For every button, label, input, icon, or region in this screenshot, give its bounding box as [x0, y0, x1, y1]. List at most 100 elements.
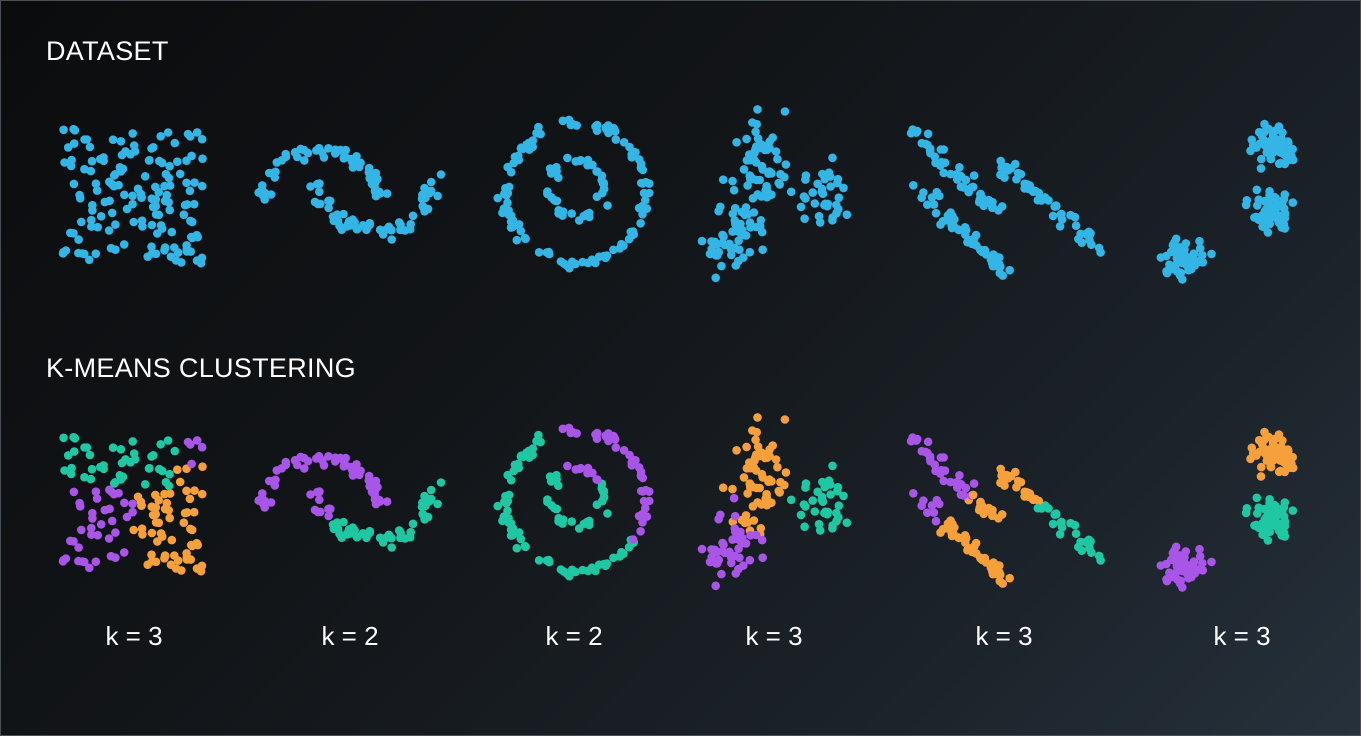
- data-point: [182, 247, 192, 256]
- data-point: [162, 498, 172, 508]
- data-point: [516, 534, 526, 544]
- data-point: [739, 473, 749, 482]
- data-point: [839, 491, 848, 501]
- data-point: [750, 148, 759, 157]
- data-point: [499, 204, 509, 213]
- data-point: [198, 462, 207, 471]
- data-point: [129, 217, 138, 227]
- data-point: [1033, 503, 1043, 513]
- data-point: [559, 259, 568, 268]
- data-point: [187, 151, 196, 161]
- data-point: [138, 222, 147, 231]
- data-point: [742, 442, 751, 452]
- data-point: [170, 138, 180, 148]
- data-point: [908, 433, 917, 442]
- data-point: [582, 209, 592, 219]
- data-point: [756, 216, 766, 225]
- data-point: [121, 455, 130, 464]
- data-point: [593, 167, 602, 176]
- data-point: [375, 533, 385, 543]
- data-point: [796, 202, 806, 212]
- data-point: [823, 507, 833, 517]
- data-point: [1280, 517, 1290, 526]
- data-point: [69, 139, 79, 148]
- data-point: [60, 466, 69, 475]
- data-point: [751, 222, 761, 232]
- data-point: [82, 443, 92, 452]
- data-point: [603, 509, 612, 518]
- data-point: [352, 152, 361, 161]
- data-point: [69, 179, 79, 189]
- data-point: [179, 210, 189, 219]
- data-point: [93, 222, 102, 232]
- data-point: [74, 235, 83, 244]
- data-point: [771, 455, 781, 464]
- data-point: [1266, 462, 1276, 472]
- data-point: [1005, 265, 1014, 275]
- data-point: [373, 482, 382, 492]
- data-point: [628, 455, 638, 465]
- data-point: [1044, 196, 1053, 205]
- data-point: [1250, 213, 1259, 222]
- data-point: [735, 553, 744, 562]
- data-point: [781, 160, 791, 169]
- data-point: [697, 236, 707, 246]
- data-point: [823, 199, 833, 209]
- data-point: [575, 464, 584, 474]
- data-point: [593, 475, 602, 484]
- data-point: [543, 189, 552, 199]
- data-point: [306, 490, 315, 499]
- dataset-concentric-circles-plot: [493, 115, 654, 273]
- data-point: [1055, 530, 1065, 539]
- data-point: [165, 161, 174, 171]
- data-point: [808, 188, 817, 197]
- data-point: [780, 480, 789, 490]
- data-point: [155, 156, 164, 166]
- data-point: [948, 211, 957, 221]
- data-point: [67, 155, 76, 165]
- data-point: [80, 249, 89, 259]
- data-point: [931, 466, 940, 476]
- dataset-varied-density-blobs-plot: [697, 105, 852, 283]
- data-point: [75, 498, 84, 508]
- data-point: [1288, 463, 1298, 473]
- data-point: [1051, 510, 1061, 519]
- data-point: [1195, 552, 1205, 561]
- data-point: [1266, 154, 1276, 164]
- data-point: [761, 141, 770, 151]
- data-point: [121, 147, 130, 156]
- data-point: [406, 527, 416, 537]
- data-point: [85, 450, 95, 460]
- data-point: [927, 193, 937, 202]
- data-point: [128, 499, 137, 509]
- data-point: [147, 242, 156, 251]
- data-point: [820, 174, 830, 184]
- data-point: [801, 175, 810, 184]
- data-point: [156, 440, 165, 449]
- data-point: [979, 201, 988, 211]
- data-point: [543, 497, 552, 507]
- data-point: [558, 116, 568, 126]
- data-point: [408, 519, 418, 529]
- data-point: [1277, 148, 1286, 158]
- data-point: [996, 464, 1005, 474]
- data-point: [952, 478, 961, 487]
- data-point: [711, 581, 720, 591]
- data-point: [1198, 250, 1207, 260]
- data-point: [1189, 256, 1199, 265]
- data-point: [729, 185, 739, 195]
- data-point: [339, 209, 348, 219]
- dataset-anisotropic-stripes-plot: [906, 125, 1105, 280]
- data-point: [363, 530, 372, 540]
- data-point: [116, 445, 126, 454]
- data-point: [718, 483, 728, 492]
- data-point: [186, 216, 195, 226]
- data-point: [1247, 135, 1257, 145]
- data-point: [91, 249, 101, 258]
- data-point: [1094, 551, 1104, 561]
- data-point: [315, 187, 324, 197]
- data-point: [1280, 224, 1290, 233]
- data-point: [1280, 209, 1290, 218]
- data-point: [919, 496, 928, 505]
- data-point: [720, 548, 730, 558]
